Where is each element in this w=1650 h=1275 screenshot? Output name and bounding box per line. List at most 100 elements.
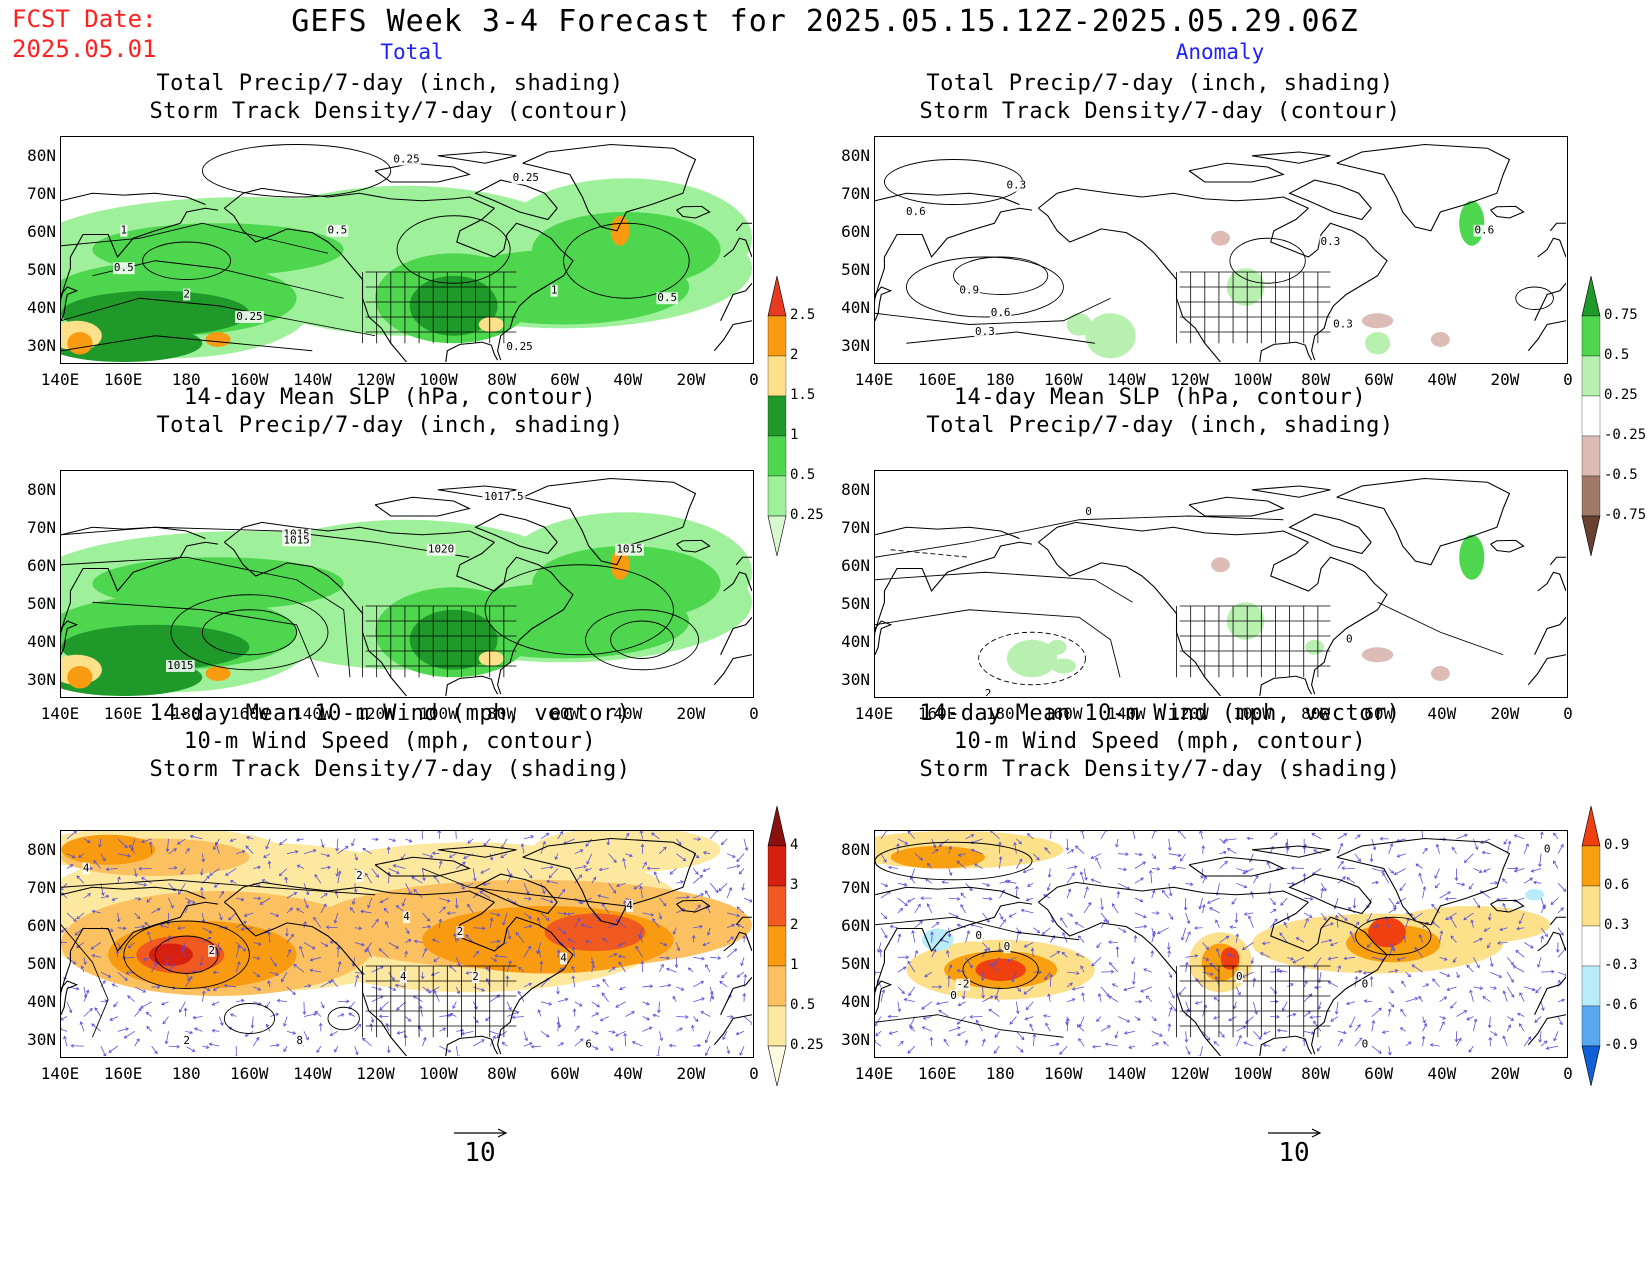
longitude-tick-label: 140W bbox=[293, 370, 332, 389]
latitude-tick-label: 50N bbox=[27, 260, 56, 279]
contour-label: 0.6 bbox=[906, 205, 926, 218]
reference-vector-arrow bbox=[1268, 1128, 1322, 1138]
panel-1-title-line2: Storm Track Density/7-day (contour) bbox=[149, 99, 631, 124]
longitude-tick-label: 160E bbox=[917, 370, 957, 389]
longitude-tick-label: 160W bbox=[230, 370, 269, 389]
reference-vector-label: 10 bbox=[464, 1138, 496, 1168]
longitude-tick-label: 160E bbox=[917, 1064, 957, 1083]
map-total-wind-storm-density: 4 2 2 4 2 4 2 4 6 8 2 4 bbox=[60, 830, 754, 1058]
longitude-tick-label: 80W bbox=[487, 370, 517, 389]
latitude-tick-label: 40N bbox=[27, 298, 56, 317]
longitude-tick-label: 180 bbox=[985, 1064, 1015, 1083]
contour-label: 0.6 bbox=[1474, 224, 1494, 237]
longitude-tick-label: 140E bbox=[854, 704, 894, 723]
contour-label: 4 bbox=[400, 970, 407, 983]
panel-6-title-line3: Storm Track Density/7-day (shading) bbox=[919, 757, 1401, 782]
colorbar-label: -0.75 bbox=[1604, 507, 1647, 523]
forecast-date-label: FCST Date: bbox=[12, 5, 157, 33]
contour-label: 4 bbox=[403, 910, 410, 923]
latitude-tick-label: 40N bbox=[27, 632, 56, 651]
panel-3-title-line1: 14-day Mean SLP (hPa, contour) bbox=[183, 385, 597, 410]
longitude-tick-label: 140E bbox=[854, 370, 894, 389]
latitude-tick-label: 30N bbox=[27, 670, 56, 689]
colorbar-label: 0.25 bbox=[1604, 387, 1638, 403]
precip-anomaly-map: 0.3 0.6 0.9 0.6 0.3 0.3 0.6 0.3 bbox=[875, 143, 1566, 362]
contour-label: 0.3 bbox=[975, 325, 995, 338]
longitude-tick-label: 60W bbox=[1364, 370, 1394, 389]
map-total-slp-precip: 1017.5 1015 1015 1020 1015 1015 bbox=[60, 470, 754, 698]
latitude-tick-label: 30N bbox=[841, 1030, 870, 1049]
latitude-tick-label: 70N bbox=[841, 184, 870, 203]
map-anomaly-wind-storm-density: 0 0 -2 0 0 0 0 0 bbox=[874, 830, 1568, 1058]
longitude-tick-label: 60W bbox=[550, 370, 580, 389]
colorbar-label: 0.25 bbox=[790, 507, 824, 523]
longitude-tick-label: 120W bbox=[1170, 370, 1209, 389]
latitude-tick-label: 70N bbox=[841, 518, 870, 537]
contour-label: 0 bbox=[1004, 940, 1011, 953]
panel-6-title-line2: 10-m Wind Speed (mph, contour) bbox=[953, 729, 1367, 754]
longitude-tick-label: 60W bbox=[1364, 1064, 1394, 1083]
contour-label: 0.5 bbox=[328, 224, 348, 237]
longitude-tick-label: 140E bbox=[40, 370, 80, 389]
contour-label: 1015 bbox=[616, 543, 642, 556]
map-anomaly-precip-storm-track: 0.3 0.6 0.9 0.6 0.3 0.3 0.6 0.3 bbox=[874, 136, 1568, 364]
colorbar-label: 1 bbox=[790, 427, 799, 443]
contour-label: 0.6 bbox=[991, 306, 1011, 319]
longitude-tick-label: 100W bbox=[1233, 1064, 1272, 1083]
longitude-tick-label: 40W bbox=[613, 704, 643, 723]
colorbar-label: -0.25 bbox=[1604, 427, 1647, 443]
colorbar-label: 2.5 bbox=[790, 307, 816, 323]
panel-title: 14-day Mean 10-m Wind (mph, vector) 10-m… bbox=[800, 700, 1520, 784]
longitude-tick-label: 40W bbox=[1427, 1064, 1457, 1083]
contour-label: 0.25 bbox=[236, 310, 262, 323]
precip-anomaly-colorbar bbox=[1581, 276, 1601, 556]
longitude-tick-label: 60W bbox=[550, 1064, 580, 1083]
latitude-tick-label: 70N bbox=[841, 878, 870, 897]
longitude-tick-label: 160E bbox=[103, 1064, 143, 1083]
colorbar-label: 2 bbox=[790, 917, 799, 933]
longitude-tick-label: 160E bbox=[103, 370, 143, 389]
colorbar-label: 0.75 bbox=[1604, 307, 1638, 323]
contour-label: 0.5 bbox=[657, 291, 677, 304]
latitude-tick-label: 60N bbox=[841, 556, 870, 575]
latitude-tick-label: 80N bbox=[841, 146, 870, 165]
latitude-tick-label: 30N bbox=[841, 336, 870, 355]
longitude-tick-label: 140W bbox=[1107, 370, 1146, 389]
contour-label: 0.25 bbox=[506, 340, 532, 353]
contour-label: 2 bbox=[356, 869, 363, 882]
colorbar-label: 4 bbox=[790, 837, 799, 853]
longitude-tick-label: 40W bbox=[613, 1064, 643, 1083]
longitude-tick-label: 20W bbox=[676, 704, 706, 723]
column-header-total: Total bbox=[380, 40, 444, 64]
colorbar-label: 3 bbox=[790, 877, 799, 893]
contour-label: 6 bbox=[585, 1038, 592, 1051]
colorbar-label: 0.5 bbox=[1604, 347, 1630, 363]
longitude-tick-label: 160E bbox=[103, 704, 143, 723]
contour-label: 8 bbox=[296, 1034, 303, 1047]
latitude-tick-label: 70N bbox=[27, 518, 56, 537]
contour-label: 0 bbox=[975, 929, 982, 942]
longitude-tick-label: 100W bbox=[1233, 370, 1272, 389]
longitude-tick-label: 20W bbox=[676, 370, 706, 389]
latitude-tick-label: 80N bbox=[27, 146, 56, 165]
longitude-tick-label: 180 bbox=[985, 370, 1015, 389]
wind-storm-density-map: 4 2 2 4 2 4 2 4 6 8 2 4 bbox=[61, 831, 752, 1056]
contour-label: -2 bbox=[956, 978, 969, 991]
colorbar-label: 0.6 bbox=[1604, 877, 1630, 893]
contour-label: 1020 bbox=[428, 543, 454, 556]
latitude-tick-label: 50N bbox=[841, 954, 870, 973]
contour-label: 2 bbox=[472, 970, 479, 983]
longitude-tick-label: 60W bbox=[1364, 704, 1394, 723]
contour-label: 0 bbox=[1544, 843, 1551, 856]
longitude-tick-label: 120W bbox=[356, 704, 395, 723]
map-anomaly-slp-precip: 0 0 2 bbox=[874, 470, 1568, 698]
colorbar-label: -0.3 bbox=[1604, 957, 1638, 973]
contour-label: 4 bbox=[83, 862, 90, 875]
longitude-tick-label: 140E bbox=[40, 1064, 80, 1083]
latitude-tick-label: 60N bbox=[841, 916, 870, 935]
latitude-tick-label: 60N bbox=[841, 222, 870, 241]
longitude-tick-label: 140W bbox=[1107, 1064, 1146, 1083]
colorbar-label: 0.5 bbox=[790, 997, 816, 1013]
longitude-tick-label: 100W bbox=[419, 1064, 458, 1083]
